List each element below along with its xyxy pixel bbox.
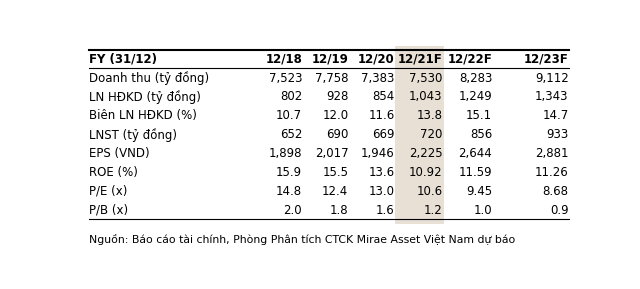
Text: 1.8: 1.8 xyxy=(330,204,348,217)
Text: 12/20: 12/20 xyxy=(358,53,394,66)
Text: 7,530: 7,530 xyxy=(409,72,443,85)
Text: 12.0: 12.0 xyxy=(322,109,348,122)
Text: 13.6: 13.6 xyxy=(369,166,394,179)
Text: 13.0: 13.0 xyxy=(369,185,394,198)
Text: P/B (x): P/B (x) xyxy=(89,204,128,217)
Text: 1.2: 1.2 xyxy=(424,204,443,217)
Text: 11.26: 11.26 xyxy=(535,166,568,179)
Text: 933: 933 xyxy=(547,128,568,141)
Text: 1,249: 1,249 xyxy=(458,90,492,103)
Text: P/E (x): P/E (x) xyxy=(89,185,127,198)
Text: Nguồn: Báo cáo tài chính, Phòng Phân tích CTCK Mirae Asset Việt Nam dự báo: Nguồn: Báo cáo tài chính, Phòng Phân tíc… xyxy=(89,234,515,244)
Text: 14.8: 14.8 xyxy=(276,185,302,198)
Text: 12/23F: 12/23F xyxy=(524,53,568,66)
Text: 12/21F: 12/21F xyxy=(398,53,443,66)
Text: ROE (%): ROE (%) xyxy=(89,166,138,179)
Text: 1,946: 1,946 xyxy=(361,147,394,160)
Bar xyxy=(395,46,444,224)
Text: 2,017: 2,017 xyxy=(315,147,348,160)
Text: 12/22F: 12/22F xyxy=(447,53,492,66)
Text: 1,898: 1,898 xyxy=(269,147,302,160)
Text: Doanh thu (tỷ đồng): Doanh thu (tỷ đồng) xyxy=(89,71,209,85)
Text: Biên LN HĐKD (%): Biên LN HĐKD (%) xyxy=(89,109,197,122)
Text: 8,283: 8,283 xyxy=(459,72,492,85)
Text: EPS (VND): EPS (VND) xyxy=(89,147,150,160)
Text: 8.68: 8.68 xyxy=(543,185,568,198)
Text: 0.9: 0.9 xyxy=(550,204,568,217)
Text: 720: 720 xyxy=(420,128,443,141)
Text: 14.7: 14.7 xyxy=(542,109,568,122)
Text: 2.0: 2.0 xyxy=(284,204,302,217)
Text: 1.0: 1.0 xyxy=(474,204,492,217)
Text: 15.1: 15.1 xyxy=(466,109,492,122)
Text: 9.45: 9.45 xyxy=(466,185,492,198)
Text: 7,523: 7,523 xyxy=(269,72,302,85)
Text: LN HĐKD (tỷ đồng): LN HĐKD (tỷ đồng) xyxy=(89,90,201,104)
Text: 12/19: 12/19 xyxy=(312,53,348,66)
Text: 928: 928 xyxy=(326,90,348,103)
Text: 7,383: 7,383 xyxy=(361,72,394,85)
Text: 1,043: 1,043 xyxy=(409,90,443,103)
Text: 10.92: 10.92 xyxy=(409,166,443,179)
Text: 11.6: 11.6 xyxy=(368,109,394,122)
Text: 1,343: 1,343 xyxy=(535,90,568,103)
Text: 2,644: 2,644 xyxy=(458,147,492,160)
Text: 652: 652 xyxy=(280,128,302,141)
Text: 802: 802 xyxy=(280,90,302,103)
Text: 854: 854 xyxy=(372,90,394,103)
Text: 9,112: 9,112 xyxy=(535,72,568,85)
Text: FY (31/12): FY (31/12) xyxy=(89,53,157,66)
Text: 11.59: 11.59 xyxy=(458,166,492,179)
Text: 2,225: 2,225 xyxy=(409,147,443,160)
Text: 1.6: 1.6 xyxy=(376,204,394,217)
Text: 10.7: 10.7 xyxy=(276,109,302,122)
Text: 13.8: 13.8 xyxy=(417,109,443,122)
Text: 856: 856 xyxy=(470,128,492,141)
Text: 12.4: 12.4 xyxy=(322,185,348,198)
Text: 7,758: 7,758 xyxy=(315,72,348,85)
Text: 669: 669 xyxy=(372,128,394,141)
Text: 12/18: 12/18 xyxy=(266,53,302,66)
Text: LNST (tỷ đồng): LNST (tỷ đồng) xyxy=(89,128,177,142)
Text: 2,881: 2,881 xyxy=(535,147,568,160)
Text: 690: 690 xyxy=(326,128,348,141)
Text: 10.6: 10.6 xyxy=(417,185,443,198)
Text: 15.9: 15.9 xyxy=(276,166,302,179)
Text: 15.5: 15.5 xyxy=(323,166,348,179)
